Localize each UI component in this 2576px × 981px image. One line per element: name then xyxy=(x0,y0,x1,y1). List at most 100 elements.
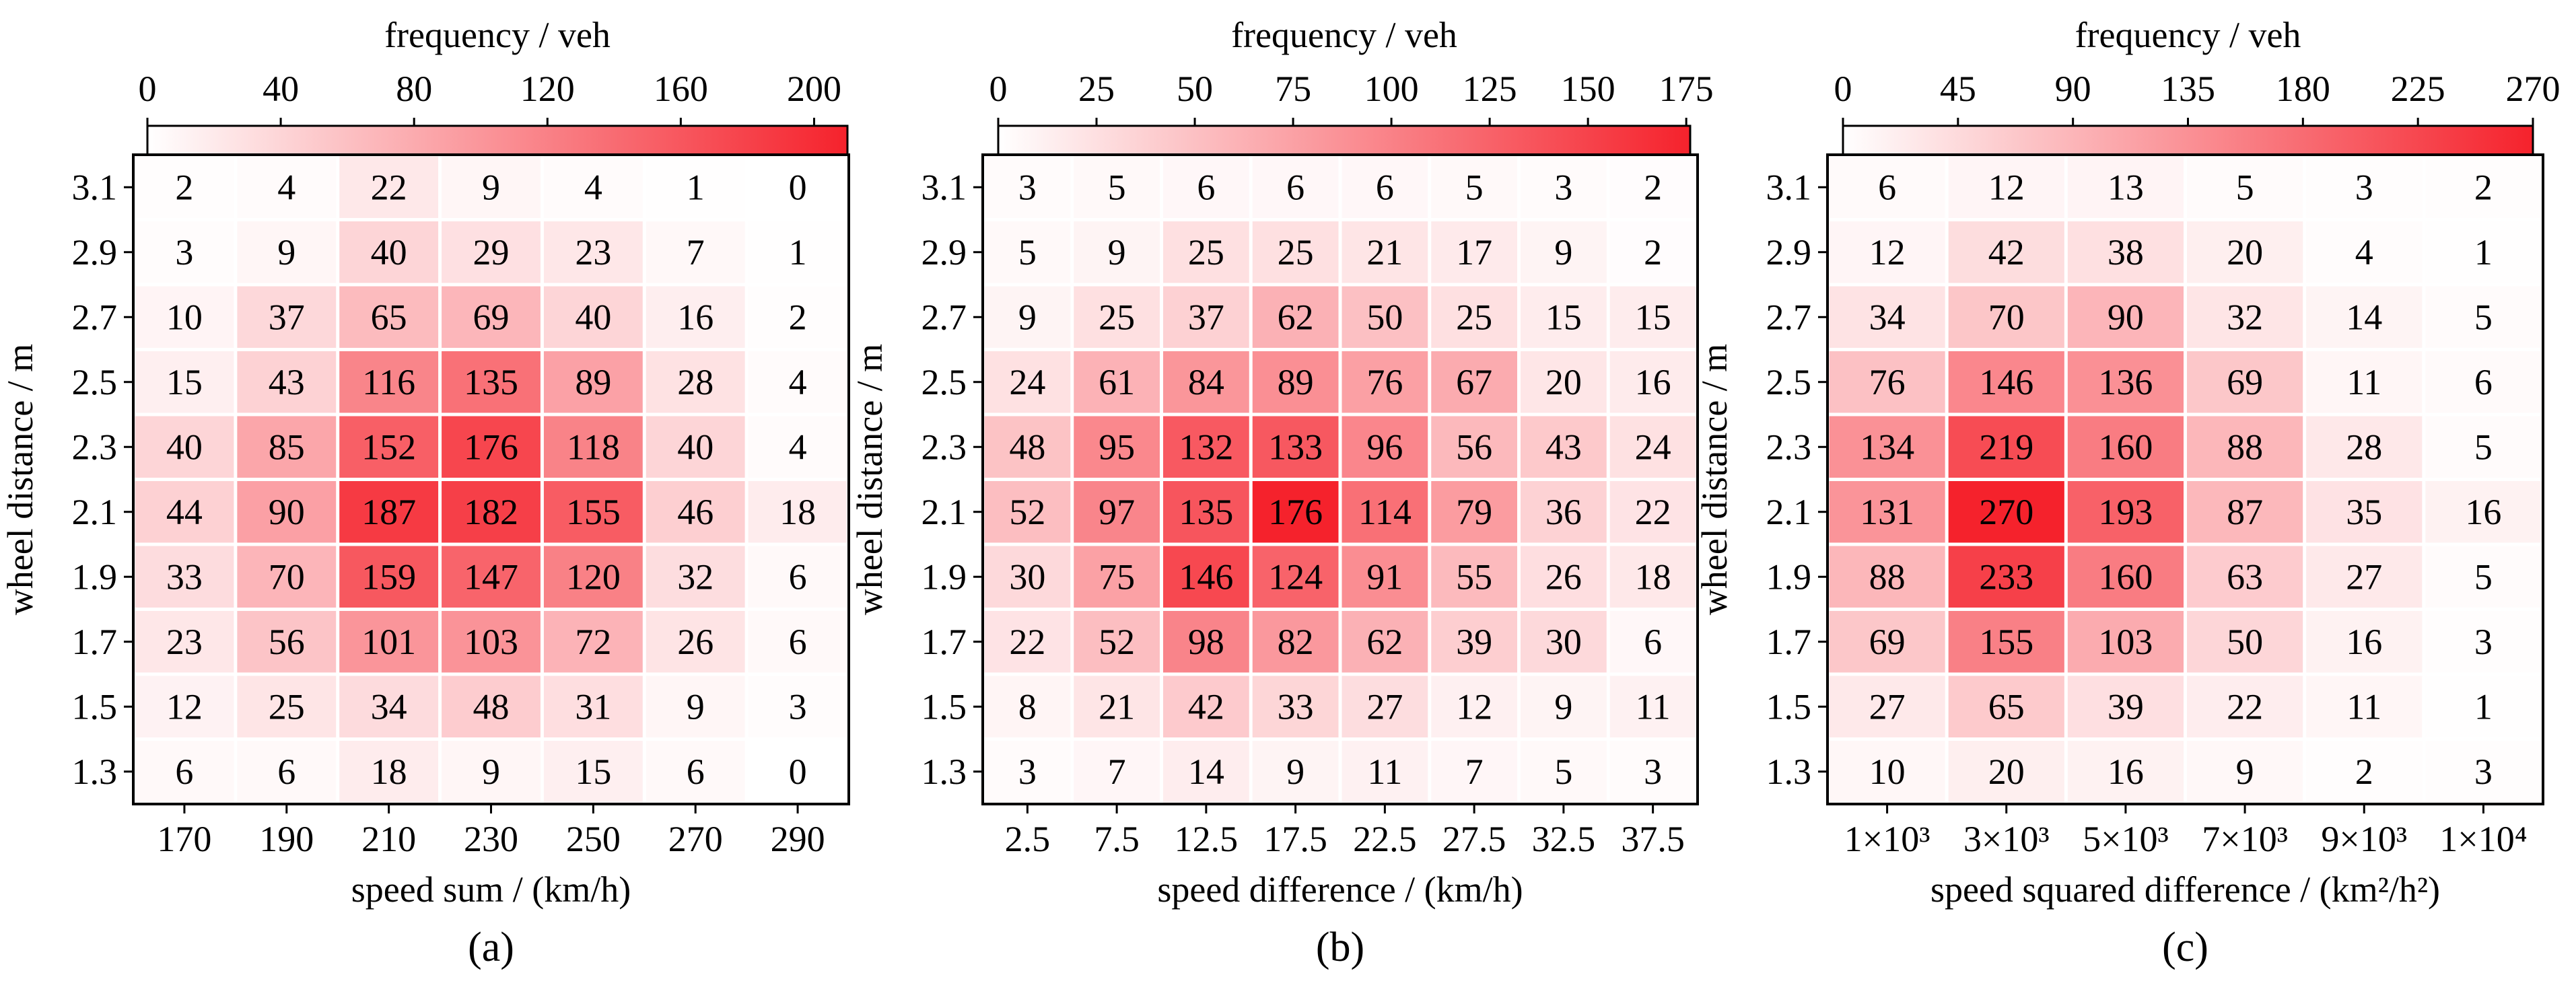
heatmap-cell xyxy=(1252,351,1339,413)
cell-value-label: 12 xyxy=(1456,687,1492,727)
heatmap-cell xyxy=(2425,286,2542,348)
y-tick-label: 3.1 xyxy=(921,168,967,208)
x-axis-label: speed difference / (km/h) xyxy=(1157,869,1523,910)
heatmap-cell xyxy=(442,351,541,413)
y-tick-label: 1.9 xyxy=(921,557,967,597)
cell-value-label: 91 xyxy=(1366,557,1403,597)
cell-value-label: 33 xyxy=(1278,687,1314,727)
y-tick-label: 1.9 xyxy=(1766,557,1812,597)
cell-value-label: 37 xyxy=(269,297,305,338)
x-tick-label: 22.5 xyxy=(1353,819,1417,859)
cell-value-label: 3 xyxy=(2355,168,2373,208)
cell-value-label: 15 xyxy=(1545,297,1582,338)
x-tick-label: 230 xyxy=(464,819,518,859)
cell-value-label: 34 xyxy=(371,687,407,727)
cell-value-label: 27 xyxy=(2346,557,2382,597)
heatmap-cell xyxy=(2306,416,2423,478)
heatmap-cell xyxy=(1431,286,1517,348)
heatmap-cell xyxy=(748,286,847,348)
cell-value-label: 25 xyxy=(1099,297,1135,338)
x-tick-label: 9×10³ xyxy=(2321,819,2407,859)
heatmap-cell xyxy=(1948,611,2064,673)
cell-value-label: 136 xyxy=(2098,362,2153,402)
cell-value-label: 176 xyxy=(464,427,518,468)
heatmap-cell xyxy=(1609,156,1696,218)
cell-value-label: 9 xyxy=(1286,752,1304,792)
cell-value-label: 147 xyxy=(464,557,518,597)
heatmap-cell xyxy=(1163,546,1249,608)
colorbar-tick-label: 25 xyxy=(1078,69,1115,109)
heatmap-cell xyxy=(442,286,541,348)
cell-value-label: 6 xyxy=(175,752,193,792)
heatmap-cell xyxy=(1609,416,1696,478)
colorbar-tick-label: 45 xyxy=(1940,69,1976,109)
x-tick-label: 250 xyxy=(566,819,621,859)
cell-value-label: 7 xyxy=(687,232,705,272)
heatmap-cell xyxy=(1074,611,1160,673)
y-tick-label: 3.1 xyxy=(1766,168,1812,208)
cell-value-label: 9 xyxy=(1554,232,1572,272)
y-tick-label: 1.3 xyxy=(72,752,118,792)
cell-value-label: 270 xyxy=(1979,492,2033,532)
heatmap-cell xyxy=(339,221,439,283)
heatmap-cell xyxy=(984,741,1071,803)
heatmap-cell xyxy=(646,546,745,608)
heatmap-cell xyxy=(135,416,234,478)
heatmap-cell xyxy=(646,741,745,803)
heatmap-cell xyxy=(1431,546,1517,608)
cell-value-label: 9 xyxy=(687,687,705,727)
heatmap-cell xyxy=(339,416,439,478)
cell-value-label: 84 xyxy=(1188,362,1224,402)
cell-value-label: 6 xyxy=(1878,168,1896,208)
cell-value-label: 160 xyxy=(2098,427,2153,468)
y-tick-label: 2.5 xyxy=(921,362,967,402)
heatmap-cell xyxy=(1252,416,1339,478)
panel-label: (c) xyxy=(2162,924,2208,970)
cell-value-label: 16 xyxy=(2346,622,2382,662)
cell-value-label: 146 xyxy=(1179,557,1233,597)
cell-value-label: 152 xyxy=(361,427,416,468)
heatmap-cell xyxy=(442,481,541,543)
cell-value-label: 5 xyxy=(1018,232,1037,272)
cell-value-label: 62 xyxy=(1278,297,1314,338)
cell-value-label: 5 xyxy=(2236,168,2254,208)
heatmap-cell xyxy=(646,351,745,413)
cell-value-label: 103 xyxy=(464,622,518,662)
cell-value-label: 11 xyxy=(1636,687,1671,727)
cell-value-label: 69 xyxy=(1869,622,1906,662)
cell-value-label: 88 xyxy=(2227,427,2263,468)
cell-value-label: 6 xyxy=(2474,362,2493,402)
panel-label: (b) xyxy=(1316,924,1364,970)
heatmap-cell xyxy=(135,741,234,803)
cell-value-label: 120 xyxy=(566,557,621,597)
cell-value-label: 1 xyxy=(789,232,807,272)
heatmap-cell xyxy=(2067,416,2184,478)
x-tick-label: 7.5 xyxy=(1094,819,1140,859)
cell-value-label: 70 xyxy=(269,557,305,597)
heatmap-cell xyxy=(339,741,439,803)
heatmap-cell xyxy=(2067,741,2184,803)
heatmap-cell xyxy=(1829,741,1945,803)
colorbar-tick-label: 40 xyxy=(263,69,299,109)
heatmap-cell xyxy=(1342,741,1428,803)
heatmap-cell xyxy=(1342,286,1428,348)
heatmap-cell xyxy=(2306,156,2423,218)
cell-value-label: 65 xyxy=(1988,687,2025,727)
x-tick-label: 32.5 xyxy=(1532,819,1596,859)
cell-value-label: 25 xyxy=(1188,232,1224,272)
y-tick-label: 1.7 xyxy=(72,622,118,662)
cell-value-label: 2 xyxy=(1644,168,1662,208)
heatmap-cell xyxy=(2067,156,2184,218)
heatmap-cell xyxy=(646,611,745,673)
cell-value-label: 55 xyxy=(1456,557,1492,597)
heatmap-cell xyxy=(1342,416,1428,478)
heatmap-cell xyxy=(1521,481,1607,543)
heatmap-cell xyxy=(543,351,643,413)
cell-value-label: 2 xyxy=(1644,232,1662,272)
cell-value-label: 42 xyxy=(1188,687,1224,727)
cell-value-label: 40 xyxy=(371,232,407,272)
cell-value-label: 34 xyxy=(1869,297,1906,338)
y-tick-label: 3.1 xyxy=(72,168,118,208)
cell-value-label: 18 xyxy=(371,752,407,792)
